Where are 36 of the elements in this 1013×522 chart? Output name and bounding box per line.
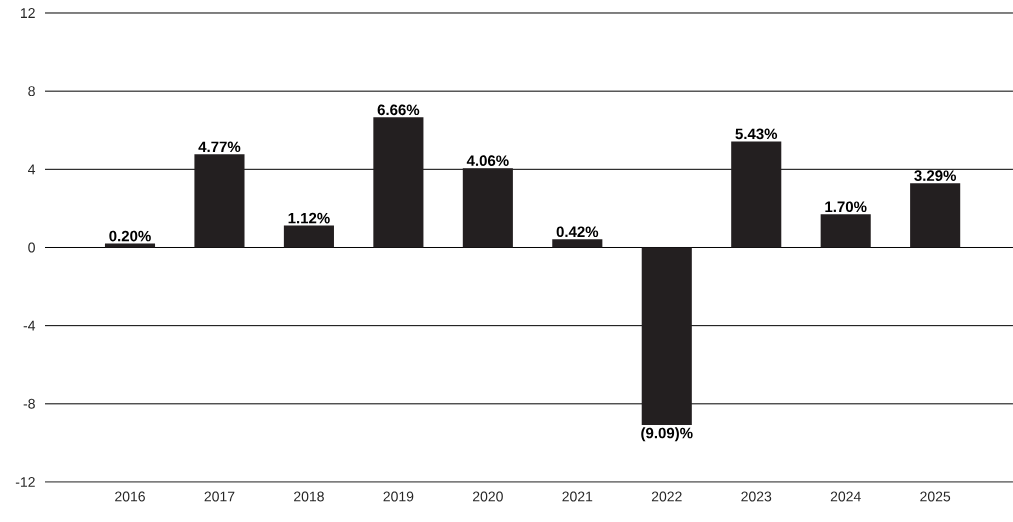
- bar: [462, 168, 513, 248]
- x-tick-label: 2023: [741, 491, 772, 502]
- bar: [731, 141, 782, 248]
- y-tick-label: 8: [28, 86, 35, 97]
- x-tick-label: 2021: [562, 491, 593, 502]
- x-tick-label: 2020: [472, 491, 503, 502]
- y-tick-label: -12: [15, 477, 35, 487]
- y-tick-label: 0: [28, 242, 35, 253]
- data-label: 0.20%: [109, 230, 151, 242]
- bar: [910, 183, 961, 248]
- bar: [641, 247, 692, 426]
- x-tick-label: 2024: [830, 491, 861, 502]
- data-label: 5.43%: [735, 128, 778, 140]
- bar: [194, 154, 245, 248]
- data-label: 1.12%: [288, 212, 330, 224]
- data-label: 4.77%: [198, 141, 241, 153]
- bar: [373, 117, 424, 248]
- x-tick-label: 2018: [294, 491, 324, 502]
- y-tick-label: -8: [23, 398, 35, 409]
- x-tick-label: 2017: [204, 491, 235, 502]
- bar: [820, 214, 871, 248]
- data-label: 1.70%: [825, 201, 867, 213]
- x-tick-label: 2022: [651, 491, 682, 502]
- y-tick-label: -4: [23, 320, 36, 331]
- y-tick-label: 4: [28, 164, 36, 175]
- x-tick-label: 2019: [383, 491, 414, 502]
- data-label: 0.42%: [556, 226, 599, 238]
- data-label: 4.06%: [466, 155, 509, 166]
- bar: [283, 225, 334, 248]
- bar: [552, 239, 603, 248]
- data-label: (9.09)%: [641, 427, 693, 442]
- data-label: 6.66%: [377, 104, 420, 116]
- x-tick-label: 2016: [115, 491, 145, 502]
- y-tick-label: 12: [20, 8, 35, 18]
- data-label: 3.29%: [914, 170, 957, 181]
- x-tick-label: 2025: [920, 491, 951, 502]
